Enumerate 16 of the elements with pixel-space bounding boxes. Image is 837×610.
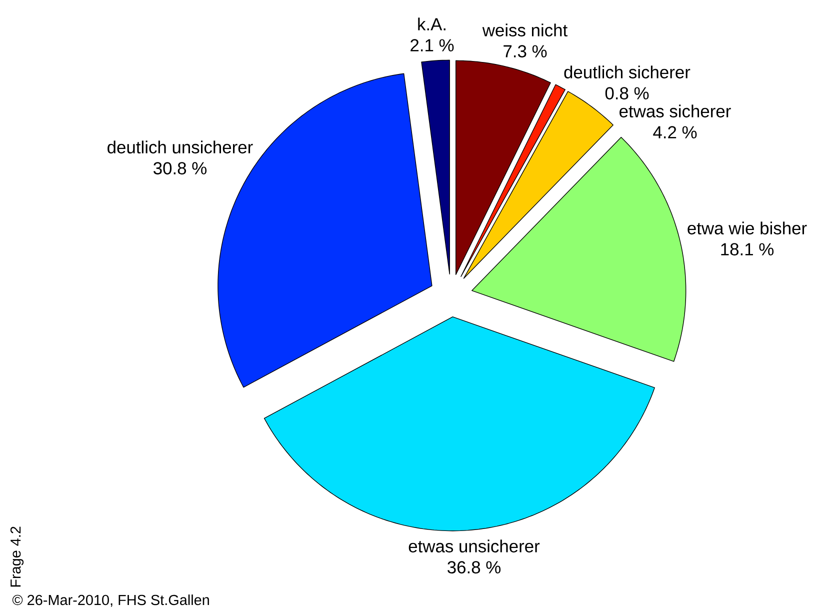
data-label: 4.2 % [653,126,697,138]
slice-label: deutlich unsicherer [108,140,253,154]
slice-label: etwas sicherer [620,104,731,118]
slice-label: k.A. [418,18,446,30]
data-label: 0.8 % [605,87,649,100]
data-label: 2.1 % [410,39,454,52]
slice-label: etwa wie bisher [688,222,807,234]
slice-label: etwas unsicherer [408,540,540,552]
slice-label: deutlich sicherer [564,66,690,78]
data-label: 30.8 % [154,162,207,174]
text: Frage 4.2 [10,526,24,587]
text: © 26-Mar-2010, FHS St.Gallen [12,594,209,607]
data-label: 36.8 % [448,561,501,574]
data-label: 7.3 % [504,45,547,58]
slice-label: weiss nicht [482,24,568,36]
data-label: 18.1 % [721,243,774,256]
